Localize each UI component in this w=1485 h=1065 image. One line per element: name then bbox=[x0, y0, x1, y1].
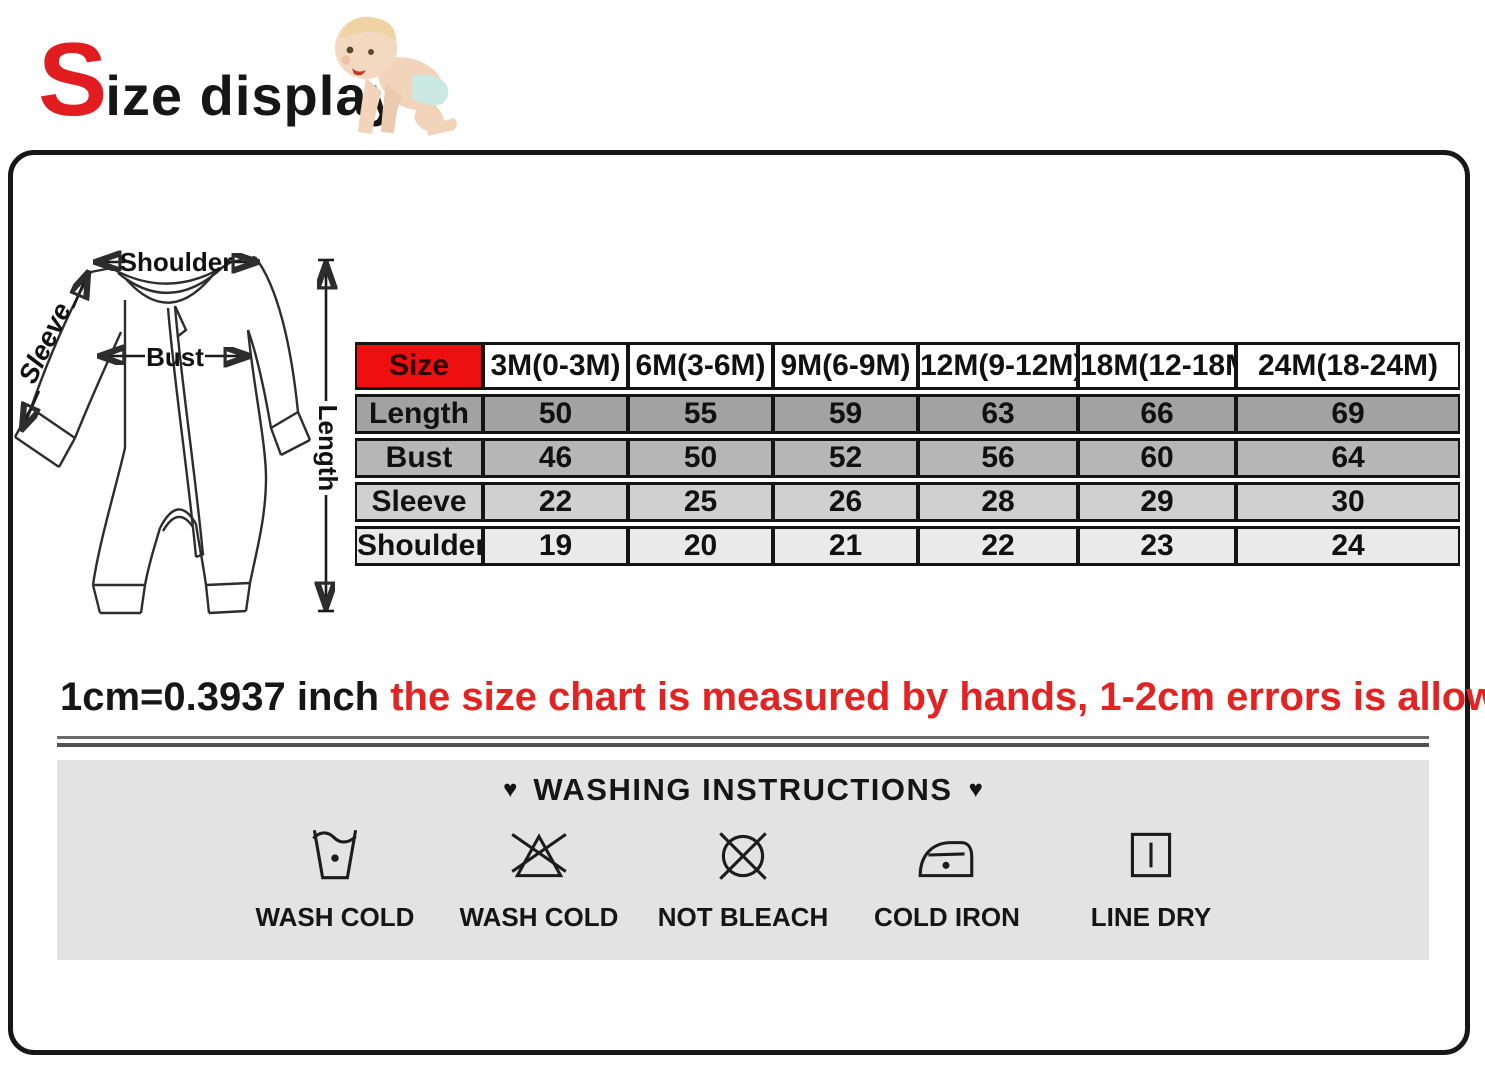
wash-tub-icon bbox=[312, 829, 358, 880]
table-cell: 26 bbox=[773, 482, 918, 522]
table-cell: 24 bbox=[1236, 526, 1460, 566]
table-cell: 46 bbox=[483, 438, 628, 478]
column-header: 3M(0-3M) bbox=[483, 342, 628, 390]
column-header: 18M(12-18M) bbox=[1078, 342, 1236, 390]
shoulder-label: Shoulder bbox=[120, 247, 233, 277]
column-header: 6M(3-6M) bbox=[628, 342, 773, 390]
washing-item: WASH COLD bbox=[454, 822, 624, 933]
table-cell: 56 bbox=[918, 438, 1078, 478]
washing-item-label: WASH COLD bbox=[459, 902, 619, 932]
length-label: Length bbox=[313, 405, 343, 492]
table-cell: 30 bbox=[1236, 482, 1460, 522]
table-cell: 22 bbox=[483, 482, 628, 522]
row-label: Sleeve bbox=[355, 482, 483, 522]
washing-title: ♥ WASHING INSTRUCTIONS ♥ bbox=[57, 772, 1429, 808]
washing-item: LINE DRY bbox=[1066, 822, 1236, 933]
size-diagram: Shoulder Sleeve Bust Length bbox=[13, 247, 343, 615]
conversion-note: 1cm=0.3937 inch bbox=[60, 675, 380, 719]
washing-item-label: NOT BLEACH bbox=[657, 902, 829, 932]
measurement-disclaimer: the size chart is measured by hands, 1-2… bbox=[379, 675, 1485, 719]
measurement-arrows bbox=[23, 260, 334, 613]
table-cell: 55 bbox=[628, 394, 773, 434]
baby-photo bbox=[335, 16, 457, 136]
row-label: Shoulder bbox=[355, 526, 483, 566]
column-header: 24M(18-24M) bbox=[1236, 342, 1460, 390]
table-header-row: Size 3M(0-3M) 6M(3-6M) 9M(6-9M) 12M(9-12… bbox=[355, 342, 1460, 390]
row-label: Bust bbox=[355, 438, 483, 478]
line-dry-icon bbox=[1130, 832, 1172, 878]
table-cell: 63 bbox=[918, 394, 1078, 434]
size-table: Size 3M(0-3M) 6M(3-6M) 9M(6-9M) 12M(9-12… bbox=[355, 338, 1460, 570]
table-cell: 64 bbox=[1236, 438, 1460, 478]
title-rest: ize display bbox=[105, 64, 400, 127]
table-cell: 69 bbox=[1236, 394, 1460, 434]
table-row: Bust 46 50 52 56 60 64 bbox=[355, 438, 1460, 478]
washing-item: WASH COLD bbox=[250, 822, 420, 933]
table-cell: 66 bbox=[1078, 394, 1236, 434]
column-header: 9M(6-9M) bbox=[773, 342, 918, 390]
table-cell: 25 bbox=[628, 482, 773, 522]
table-cell: 23 bbox=[1078, 526, 1236, 566]
heart-icon: ♥ bbox=[968, 776, 983, 803]
crossed-circle-icon bbox=[719, 832, 767, 880]
table-cell: 20 bbox=[628, 526, 773, 566]
column-header: 12M(9-12M) bbox=[918, 342, 1078, 390]
section-divider bbox=[57, 736, 1429, 747]
heart-icon: ♥ bbox=[503, 776, 518, 803]
washing-item-label: COLD IRON bbox=[874, 902, 1020, 932]
washing-item: NOT BLEACH bbox=[658, 822, 828, 933]
table-cell: 52 bbox=[773, 438, 918, 478]
washing-item-label: WASH COLD bbox=[255, 902, 415, 932]
table-cell: 28 bbox=[918, 482, 1078, 522]
iron-icon bbox=[918, 841, 974, 878]
table-row: Shoulder 19 20 21 22 23 24 bbox=[355, 526, 1460, 566]
sleeve-label: Sleeve bbox=[13, 298, 77, 388]
measurement-note: 1cm=0.3937 inch the size chart is measur… bbox=[60, 675, 1485, 720]
crossed-triangle-icon bbox=[511, 833, 567, 878]
table-row: Length 50 55 59 63 66 69 bbox=[355, 394, 1460, 434]
row-label: Length bbox=[355, 394, 483, 434]
size-header-cell: Size bbox=[355, 342, 483, 390]
table-cell: 59 bbox=[773, 394, 918, 434]
table-row: Sleeve 22 25 26 28 29 30 bbox=[355, 482, 1460, 522]
washing-instructions-panel: ♥ WASHING INSTRUCTIONS ♥ WASH COLD WASH CO… bbox=[57, 760, 1429, 960]
table-cell: 22 bbox=[918, 526, 1078, 566]
table-cell: 21 bbox=[773, 526, 918, 566]
washing-item: COLD IRON bbox=[862, 822, 1032, 933]
washing-items-row: WASH COLD WASH COLD NOT BLEACH bbox=[57, 822, 1429, 933]
table-cell: 60 bbox=[1078, 438, 1236, 478]
washing-title-text: WASHING INSTRUCTIONS bbox=[533, 772, 953, 807]
garment-outline bbox=[13, 255, 312, 615]
table-cell: 19 bbox=[483, 526, 628, 566]
size-chart-panel: Shoulder Sleeve Bust Length Size 3M(0-3M… bbox=[8, 150, 1485, 1055]
table-cell: 29 bbox=[1078, 482, 1236, 522]
bust-label: Bust bbox=[146, 342, 204, 372]
title-initial: S bbox=[38, 22, 107, 138]
table-cell: 50 bbox=[628, 438, 773, 478]
washing-item-label: LINE DRY bbox=[1090, 902, 1212, 932]
table-cell: 50 bbox=[483, 394, 628, 434]
